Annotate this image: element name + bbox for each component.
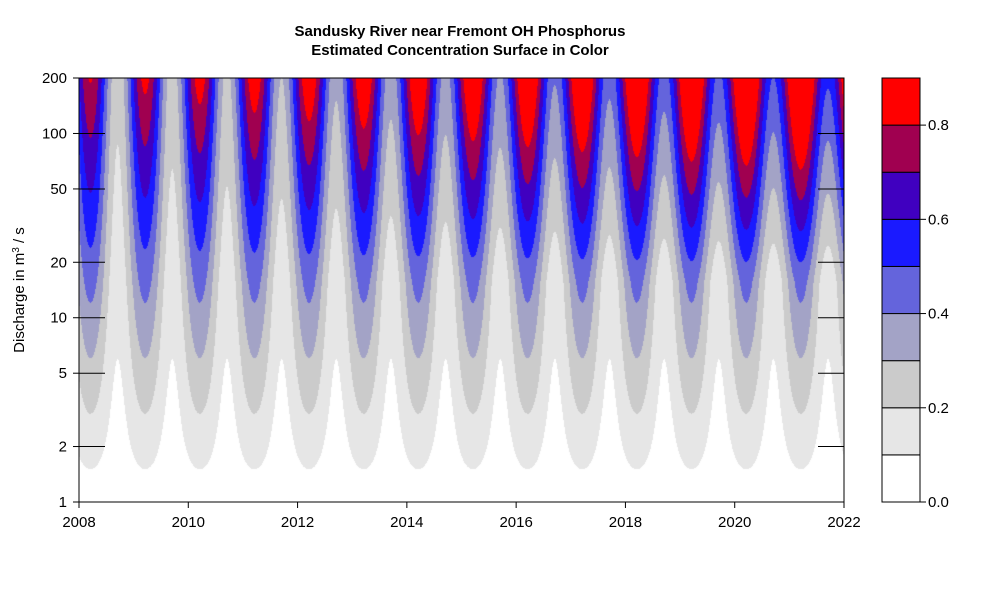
- y-tick-label: 200: [42, 70, 67, 87]
- y-tick-label: 1: [59, 494, 67, 511]
- plot-area: [78, 77, 845, 503]
- x-tick-label: 2018: [609, 514, 642, 531]
- y-tick-label: 50: [50, 181, 67, 198]
- chart-subtitle: Estimated Concentration Surface in Color: [311, 42, 609, 59]
- legend-swatch: [881, 124, 921, 173]
- legend-swatch: [881, 218, 921, 267]
- legend-swatch: [881, 313, 921, 362]
- y-tick-label: 20: [50, 254, 67, 271]
- x-tick-label: 2012: [281, 514, 314, 531]
- chart-title: Sandusky River near Fremont OH Phosphoru…: [295, 23, 626, 40]
- x-tick-label: 2022: [827, 514, 860, 531]
- y-axis-label-suffix: / s: [11, 227, 28, 247]
- y-axis: 1 2 5 10 20 50 100 200: [42, 70, 844, 511]
- x-axis: 2008 2010 2012 2014 2016 2018 2020 2022: [62, 502, 861, 531]
- y-tick-label: 5: [59, 365, 67, 382]
- y-tick-label: 2: [59, 439, 67, 456]
- legend-tick-label: 0.6: [928, 211, 949, 228]
- y-axis-label-prefix: Discharge in m: [11, 253, 28, 353]
- legend-swatch: [881, 454, 921, 503]
- y-axis-label-superscript: 3: [11, 247, 22, 253]
- legend-swatch: [881, 265, 921, 315]
- legend-tick-label: 0.2: [928, 400, 949, 417]
- x-tick-label: 2014: [390, 514, 423, 531]
- color-legend: 0.0 0.2 0.4 0.6 0.8: [881, 77, 949, 511]
- legend-tick-label: 0.0: [928, 494, 949, 511]
- plot-frame: [78, 77, 845, 503]
- legend-swatch: [881, 360, 921, 409]
- concentration-surface: [79, 78, 844, 502]
- legend-swatch: [881, 77, 921, 126]
- legend-swatch: [881, 171, 921, 220]
- y-tick-label: 10: [50, 310, 67, 327]
- legend-swatch: [881, 407, 921, 456]
- legend-tick-label: 0.4: [928, 306, 949, 323]
- x-tick-label: 2008: [62, 514, 95, 531]
- y-tick-label: 100: [42, 125, 67, 142]
- x-tick-label: 2020: [718, 514, 751, 531]
- legend-tick-label: 0.8: [928, 117, 949, 134]
- x-tick-label: 2010: [172, 514, 205, 531]
- y-axis-label: Discharge in m3 / s: [11, 227, 29, 353]
- x-tick-label: 2016: [499, 514, 532, 531]
